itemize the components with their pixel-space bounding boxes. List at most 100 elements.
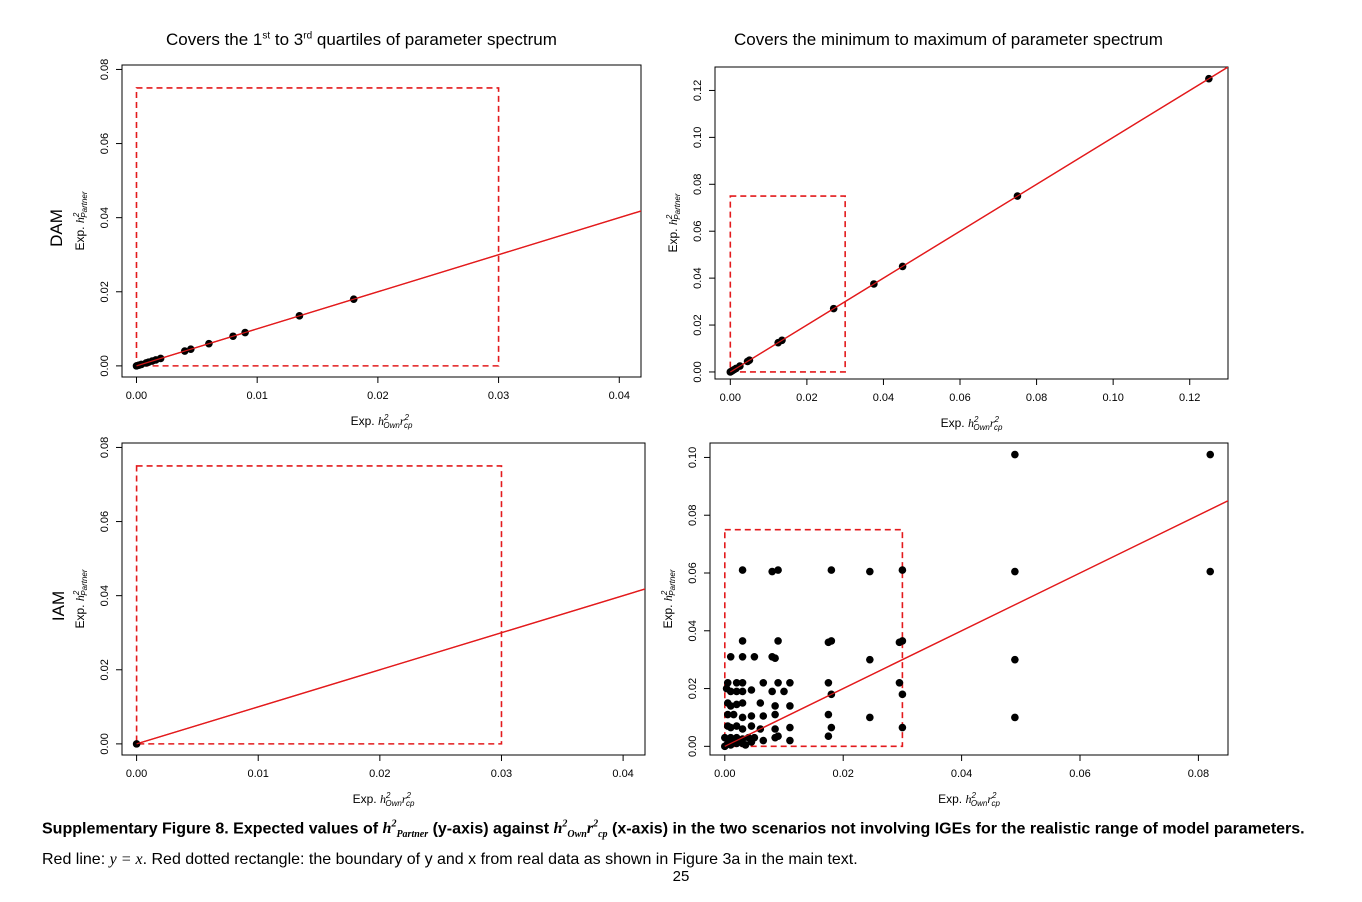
data-point xyxy=(866,713,874,722)
data-point xyxy=(898,566,907,574)
x-tick-label: 0.03 xyxy=(491,768,512,780)
data-point xyxy=(750,652,759,661)
y-tick-label: 0.00 xyxy=(99,355,111,376)
plot-frame xyxy=(121,64,642,378)
data-point xyxy=(1206,567,1215,576)
data-point xyxy=(747,722,756,730)
x-tick-label: 0.04 xyxy=(609,390,630,402)
y-tick-label: 0.06 xyxy=(687,562,699,583)
column-title-right: Covers the minimum to maximum of paramet… xyxy=(734,30,1163,49)
y-equals-x-line-overlay xyxy=(136,588,645,745)
data-point xyxy=(726,702,735,710)
data-point xyxy=(824,710,833,719)
plot-frame xyxy=(121,442,646,756)
data-point xyxy=(771,702,779,710)
data-point xyxy=(726,687,735,696)
data-point xyxy=(786,678,794,687)
data-point xyxy=(759,712,768,720)
data-point xyxy=(768,567,776,576)
data-point xyxy=(780,687,788,696)
data-point xyxy=(824,732,833,741)
data-point xyxy=(738,637,747,645)
data-point xyxy=(768,687,776,696)
x-tick-label: 0.04 xyxy=(612,768,633,780)
figure-caption: Supplementary Figure 8. Expected values … xyxy=(42,813,1332,872)
y-axis-label: Exp. h2Partner xyxy=(665,193,682,252)
data-point xyxy=(786,723,794,732)
y-tick-label: 0.00 xyxy=(692,361,704,382)
data-point xyxy=(1011,450,1019,459)
y-tick-label: 0.08 xyxy=(687,505,699,526)
data-point xyxy=(774,566,782,574)
data-point xyxy=(732,687,741,696)
data-point xyxy=(895,678,904,687)
data-point xyxy=(732,722,741,730)
y-tick-label: 0.06 xyxy=(99,133,111,154)
x-tick-label: 0.08 xyxy=(1026,392,1047,404)
data-boundary-rect xyxy=(135,87,500,367)
data-point xyxy=(747,686,756,694)
y-equals-x-line-overlay xyxy=(136,210,641,367)
data-point xyxy=(759,736,768,745)
y-tick-label: 0.04 xyxy=(692,267,704,288)
data-point xyxy=(747,712,756,720)
data-point xyxy=(774,678,782,687)
y-tick-label: 0.04 xyxy=(687,620,699,641)
data-boundary-rect xyxy=(135,465,503,745)
data-point xyxy=(732,700,741,709)
data-point xyxy=(723,678,732,687)
x-tick-label: 0.08 xyxy=(1188,768,1209,780)
y-tick-label: 0.12 xyxy=(692,80,704,101)
y-tick-label: 0.02 xyxy=(99,281,111,302)
x-tick-label: 0.00 xyxy=(720,392,741,404)
x-tick-label: 0.12 xyxy=(1179,392,1200,404)
y-tick-label: 0.04 xyxy=(99,207,111,228)
x-tick-label: 0.00 xyxy=(714,768,735,780)
y-tick-label: 0.08 xyxy=(692,174,704,195)
x-tick-label: 0.00 xyxy=(126,390,147,402)
y-axis-label: Exp. h2Partner xyxy=(72,569,89,628)
data-point xyxy=(827,723,836,732)
data-point xyxy=(771,725,779,733)
data-point xyxy=(824,678,833,687)
x-tick-label: 0.10 xyxy=(1102,392,1123,404)
x-tick-label: 0.00 xyxy=(126,768,147,780)
data-point xyxy=(738,725,747,733)
data-point xyxy=(738,713,747,722)
x-tick-label: 0.02 xyxy=(369,768,390,780)
y-tick-label: 0.10 xyxy=(687,447,699,468)
data-point xyxy=(898,637,907,645)
y-tick-label: 0.02 xyxy=(99,659,111,680)
y-equals-x-line-overlay xyxy=(729,67,1228,373)
y-axis-label: Exp. h2Partner xyxy=(72,191,89,250)
caption-bold-1: Supplementary Figure 8. Expected values … xyxy=(42,820,383,838)
y-tick-label: 0.02 xyxy=(687,678,699,699)
x-tick-label: 0.06 xyxy=(949,392,970,404)
data-point xyxy=(738,699,747,707)
y-tick-label: 0.08 xyxy=(99,59,111,80)
x-axis-label: Exp. h2 Ownr2 cp xyxy=(938,791,1000,808)
column-title-left: Covers the 1st to 3rd quartiles of param… xyxy=(166,30,557,49)
data-point xyxy=(771,710,779,719)
data-point xyxy=(721,733,729,742)
data-point xyxy=(732,678,741,687)
data-point xyxy=(1011,713,1019,722)
x-tick-label: 0.02 xyxy=(832,768,853,780)
data-point xyxy=(741,741,750,749)
data-point xyxy=(729,710,738,719)
data-point xyxy=(786,736,794,745)
data-point xyxy=(738,566,747,574)
y-tick-label: 0.10 xyxy=(692,127,704,148)
data-point xyxy=(898,690,907,699)
data-point xyxy=(747,738,756,746)
y-tick-label: 0.00 xyxy=(99,733,111,754)
y-tick-label: 0.00 xyxy=(687,736,699,757)
caption-rest-2: . Red dotted rectangle: the boundary of … xyxy=(142,850,858,868)
data-point xyxy=(723,710,732,719)
y-tick-label: 0.08 xyxy=(99,437,111,458)
data-point xyxy=(866,567,874,576)
data-point xyxy=(1011,655,1019,664)
data-point xyxy=(774,732,782,741)
x-tick-label: 0.01 xyxy=(248,768,269,780)
y-equals-x-line-overlay xyxy=(724,500,1228,747)
